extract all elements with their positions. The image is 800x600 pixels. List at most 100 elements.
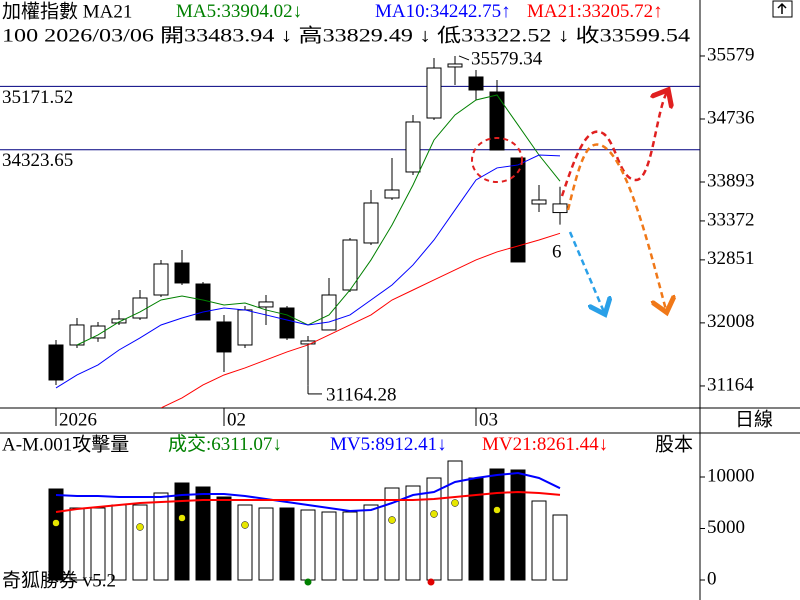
candle-body (111, 318, 127, 324)
volume-marker (451, 499, 459, 507)
expand-icon[interactable] (772, 0, 793, 18)
candle-body (552, 203, 568, 214)
period-label: 日線 (735, 408, 773, 430)
y-tick-label: 35579 (707, 44, 755, 65)
volume-bar (531, 500, 547, 581)
drawings (304, 92, 668, 586)
volume-ma-line (55, 471, 561, 513)
volume-bar (300, 509, 316, 581)
y-tick-label: 0 (707, 568, 717, 589)
y-tick-label: 33893 (707, 170, 755, 191)
legend-label: MV21:8261.44 (482, 434, 599, 455)
volume-bar (258, 507, 274, 581)
volume-bar (153, 492, 169, 581)
legend-entry: MA10:34242.75↑ (375, 1, 511, 22)
volume-marker (178, 514, 186, 522)
legend-entry: MV21:8261.44↓ (482, 434, 608, 455)
y-tick-label: 32851 (707, 248, 755, 269)
volume-bar (489, 468, 505, 581)
volume-bar (342, 511, 358, 581)
legend-label: MV5:8912.41 (330, 434, 437, 455)
legend-entry: 成交:6311.07↓ (168, 433, 282, 455)
legend-entry: 股本 (655, 433, 693, 455)
volume-marker (52, 519, 60, 527)
reference-label: 35171.52 (2, 87, 73, 108)
candle-body (531, 199, 547, 205)
candle-body (195, 283, 211, 321)
chart-title: 加權指數 MA21 (2, 0, 132, 22)
signal-dot (427, 578, 435, 586)
volume-ma-line (55, 490, 561, 513)
price-panel (0, 55, 700, 408)
annotation: 6 (552, 241, 562, 262)
candle-body (468, 76, 484, 91)
legend-label: MA5:33904.02 (176, 1, 293, 22)
volume-marker (430, 510, 438, 518)
x-tick-label: 02 (227, 409, 246, 430)
volume-bar (384, 487, 400, 581)
footer: 奇狐勝券 v5.2 (2, 569, 116, 591)
icon-arrow[interactable] (777, 2, 787, 14)
legend-entry: MV5:8912.41↓ (330, 434, 447, 455)
volume-bar (174, 482, 190, 581)
candle-body (447, 63, 463, 68)
volume-bar (216, 496, 232, 581)
volume-bar (363, 504, 379, 581)
forecast-arrow (566, 143, 666, 310)
candle-body (279, 307, 295, 339)
chart-subtitle: 100 2026/03/06 開33483.94 ↓ 高33829.49 ↓ 低… (2, 24, 691, 46)
reference-label: 34323.65 (2, 150, 73, 171)
y-tick-label: 31164 (707, 374, 754, 395)
candle-body (216, 321, 232, 353)
volume-bar (405, 485, 421, 581)
candle-body (90, 325, 106, 339)
y-tick-label: 33372 (707, 209, 755, 230)
candle-body (237, 309, 253, 346)
legend-arrow: ↑ (501, 1, 511, 22)
x-tick-label: 03 (479, 409, 498, 430)
volume-marker (241, 521, 249, 529)
candle-body (69, 324, 85, 346)
forecast-arrow (568, 231, 604, 312)
y-tick-label: 34736 (707, 107, 755, 128)
volume-bar (132, 504, 148, 581)
legend-entry: MA21:33205.72↑ (527, 1, 663, 22)
legend-label: 成交:6311.07 (168, 433, 272, 455)
candle-body (48, 344, 64, 381)
legend-arrow: ↑ (653, 1, 663, 22)
candle-body (384, 189, 400, 199)
volume-bar (90, 507, 106, 581)
y-tick-label: 10000 (707, 465, 755, 486)
candle-body (363, 202, 379, 244)
annotation-leader (458, 55, 470, 61)
signal-dot (304, 578, 312, 586)
volume-bar (195, 486, 211, 581)
volume-marker (136, 523, 144, 531)
candle-body (321, 294, 337, 331)
legend-label: MA10:34242.75 (375, 1, 501, 22)
volume-bar (111, 504, 127, 581)
volume-bar (321, 511, 337, 581)
legend-arrow: ↓ (599, 434, 609, 455)
ma-line (55, 154, 561, 389)
volume-bar (237, 504, 253, 581)
panel-title: A-M.001攻擊量 (2, 433, 129, 455)
volume-bar (426, 477, 442, 581)
legend-arrow: ↓ (437, 434, 447, 455)
volume-panel (48, 460, 568, 581)
volume-bar (468, 477, 484, 581)
legend-arrow: ↓ (293, 1, 303, 22)
legend-label: MA21:33205.72 (527, 1, 653, 22)
forecast-arrow (560, 92, 667, 197)
volume-bar (510, 469, 526, 581)
candle-body (300, 340, 316, 345)
candle-body (174, 262, 190, 284)
volume-bar (69, 507, 85, 581)
candle-body (153, 263, 169, 296)
candle-body (405, 121, 421, 173)
legend-entry: MA5:33904.02↓ (176, 1, 302, 22)
candle-body (132, 297, 148, 319)
candle-body (426, 67, 442, 119)
volume-bar (48, 488, 64, 581)
